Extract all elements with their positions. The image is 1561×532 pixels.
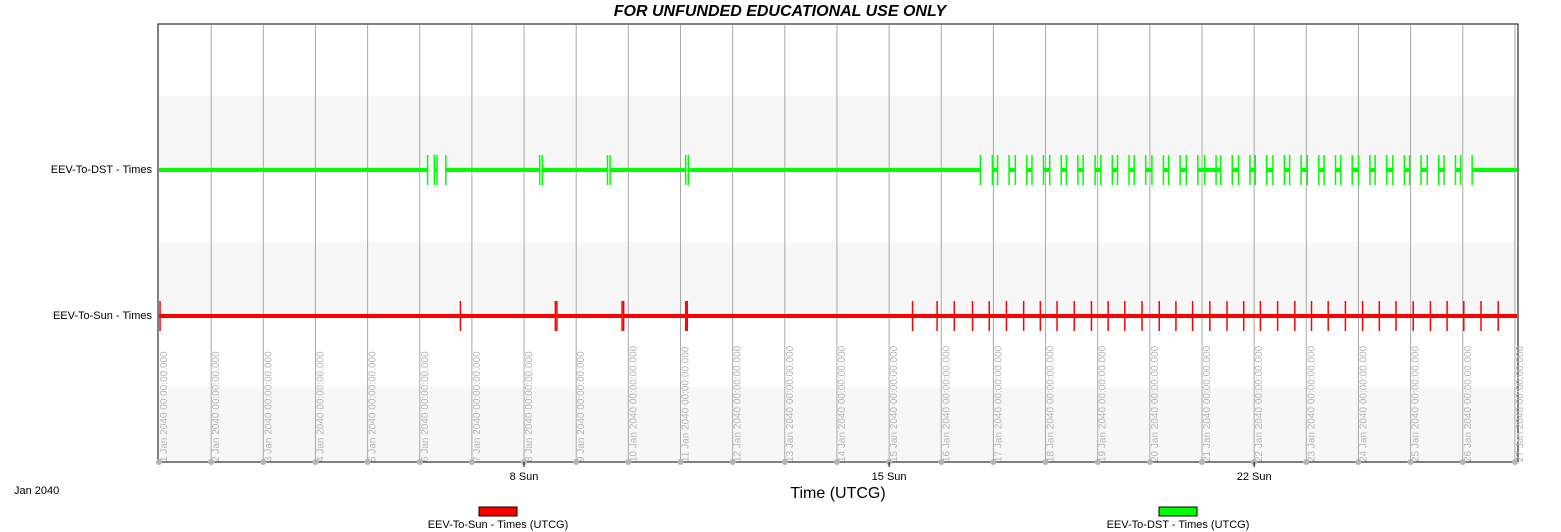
axis-day-dot [1042,459,1049,465]
axis-day-dot [573,459,580,465]
vertical-tick-label: 20 Jan 2040 00:00:00.000 [1150,345,1161,462]
axis-day-dot [938,459,945,465]
axis-day-dot [468,459,475,465]
vertical-tick-label: 14 Jan 2040 00:00:00.000 [837,345,848,462]
vertical-tick-label: 22 Jan 2040 00:00:00.000 [1254,345,1265,462]
band-dst [159,96,1517,169]
axis-day-dot [1355,459,1362,465]
axis-day-dot [1094,459,1101,465]
axis-day-dot [625,459,632,465]
vertical-gridlines [210,25,1516,461]
axis-day-dot [1511,459,1518,465]
major-tick-label: 8 Sun [510,471,539,483]
legend-label-dst: EEV-To-DST - Times (UTCG) [1107,519,1250,531]
vertical-tick-label: 10 Jan 2040 00:00:00.000 [628,345,639,462]
legend-swatch-sun [478,506,518,517]
vertical-tick-label: 23 Jan 2040 00:00:00.000 [1306,345,1317,462]
vertical-tick-label: 7 Jan 2040 00:00:00.000 [472,351,483,462]
axis-day-dot [416,459,423,465]
legend-swatch-dst [1158,506,1198,517]
vertical-tick-label: 5 Jan 2040 00:00:00.000 [368,351,379,462]
major-tick-label: 22 Sun [1237,471,1272,483]
vertical-tick-label: 21 Jan 2040 00:00:00.000 [1202,345,1213,462]
vertical-tick-label: 18 Jan 2040 00:00:00.000 [1046,345,1057,462]
vertical-tick-label: 12 Jan 2040 00:00:00.000 [733,345,744,462]
axis-day-dot [1146,459,1153,465]
row-label-sun: EEV-To-Sun - Times [53,310,153,322]
axis-day-dot [1199,459,1205,465]
row-label-dst: EEV-To-DST - Times [51,164,153,176]
vertical-tick-label: 1 Jan 2040 00:00:00.000 [159,351,170,462]
axis-day-dot [1459,459,1466,465]
month-label: Jan 2040 [14,485,59,497]
axis-day-dot [833,459,840,465]
axis-day-dot [364,459,371,465]
vertical-tick-label: 16 Jan 2040 00:00:00.000 [941,345,952,462]
axis-day-dot [156,459,162,465]
major-tick-label: 15 Sun [872,471,907,483]
chart-title: FOR UNFUNDED EDUCATIONAL USE ONLY [614,3,948,20]
vertical-tick-label: 19 Jan 2040 00:00:00.000 [1098,345,1109,462]
x-axis-title: Time (UTCG) [790,485,885,502]
vertical-tick-labels: 1 Jan 2040 00:00:00.000 2 Jan 2040 00:00:… [159,345,1526,462]
band-sun [159,242,1517,315]
vertical-tick-label: 9 Jan 2040 00:00:00.000 [576,351,587,462]
axis-day-dot [729,459,736,465]
vertical-tick-label: 4 Jan 2040 00:00:00.000 [315,351,326,462]
vertical-tick-label: 6 Jan 2040 00:00:00.000 [420,351,431,462]
series-layer [159,155,1517,331]
vertical-tick-label: 3 Jan 2040 00:00:00.000 [263,351,274,462]
axis-day-dot [990,459,997,465]
legend-label-sun: EEV-To-Sun - Times (UTCG) [428,519,569,531]
axis-day-dot [1407,459,1414,465]
axis-day-dot [260,459,267,465]
vertical-tick-label: 25 Jan 2040 00:00:00.000 [1411,345,1422,462]
vertical-tick-label: 26 Jan 2040 00:00:00.000 [1463,345,1474,462]
axis-day-dot [1303,459,1310,465]
axis-day-dot [208,459,215,465]
band-bottom [159,388,1517,461]
vertical-tick-label: 11 Jan 2040 00:00:00.000 [681,346,692,462]
axis-day-dot [781,459,788,465]
axis-day-dot [312,459,319,465]
axis-day-dot [677,459,684,465]
vertical-tick-label: 13 Jan 2040 00:00:00.000 [785,345,796,462]
vertical-tick-label: 8 Jan 2040 00:00:00.000 [524,351,535,462]
vertical-tick-label: 15 Jan 2040 00:00:00.000 [889,345,900,462]
vertical-tick-label: 2 Jan 2040 00:00:00.000 [211,351,222,462]
vertical-tick-label: 27 Jan 2040 00:00:00.000 [1515,345,1526,462]
vertical-tick-label: 24 Jan 2040 00:00:00.000 [1358,345,1369,462]
vertical-tick-label: 17 Jan 2040 00:00:00.000 [993,345,1004,462]
x-axis: 8 Sun 15 Sun 22 Sun [156,459,1518,483]
